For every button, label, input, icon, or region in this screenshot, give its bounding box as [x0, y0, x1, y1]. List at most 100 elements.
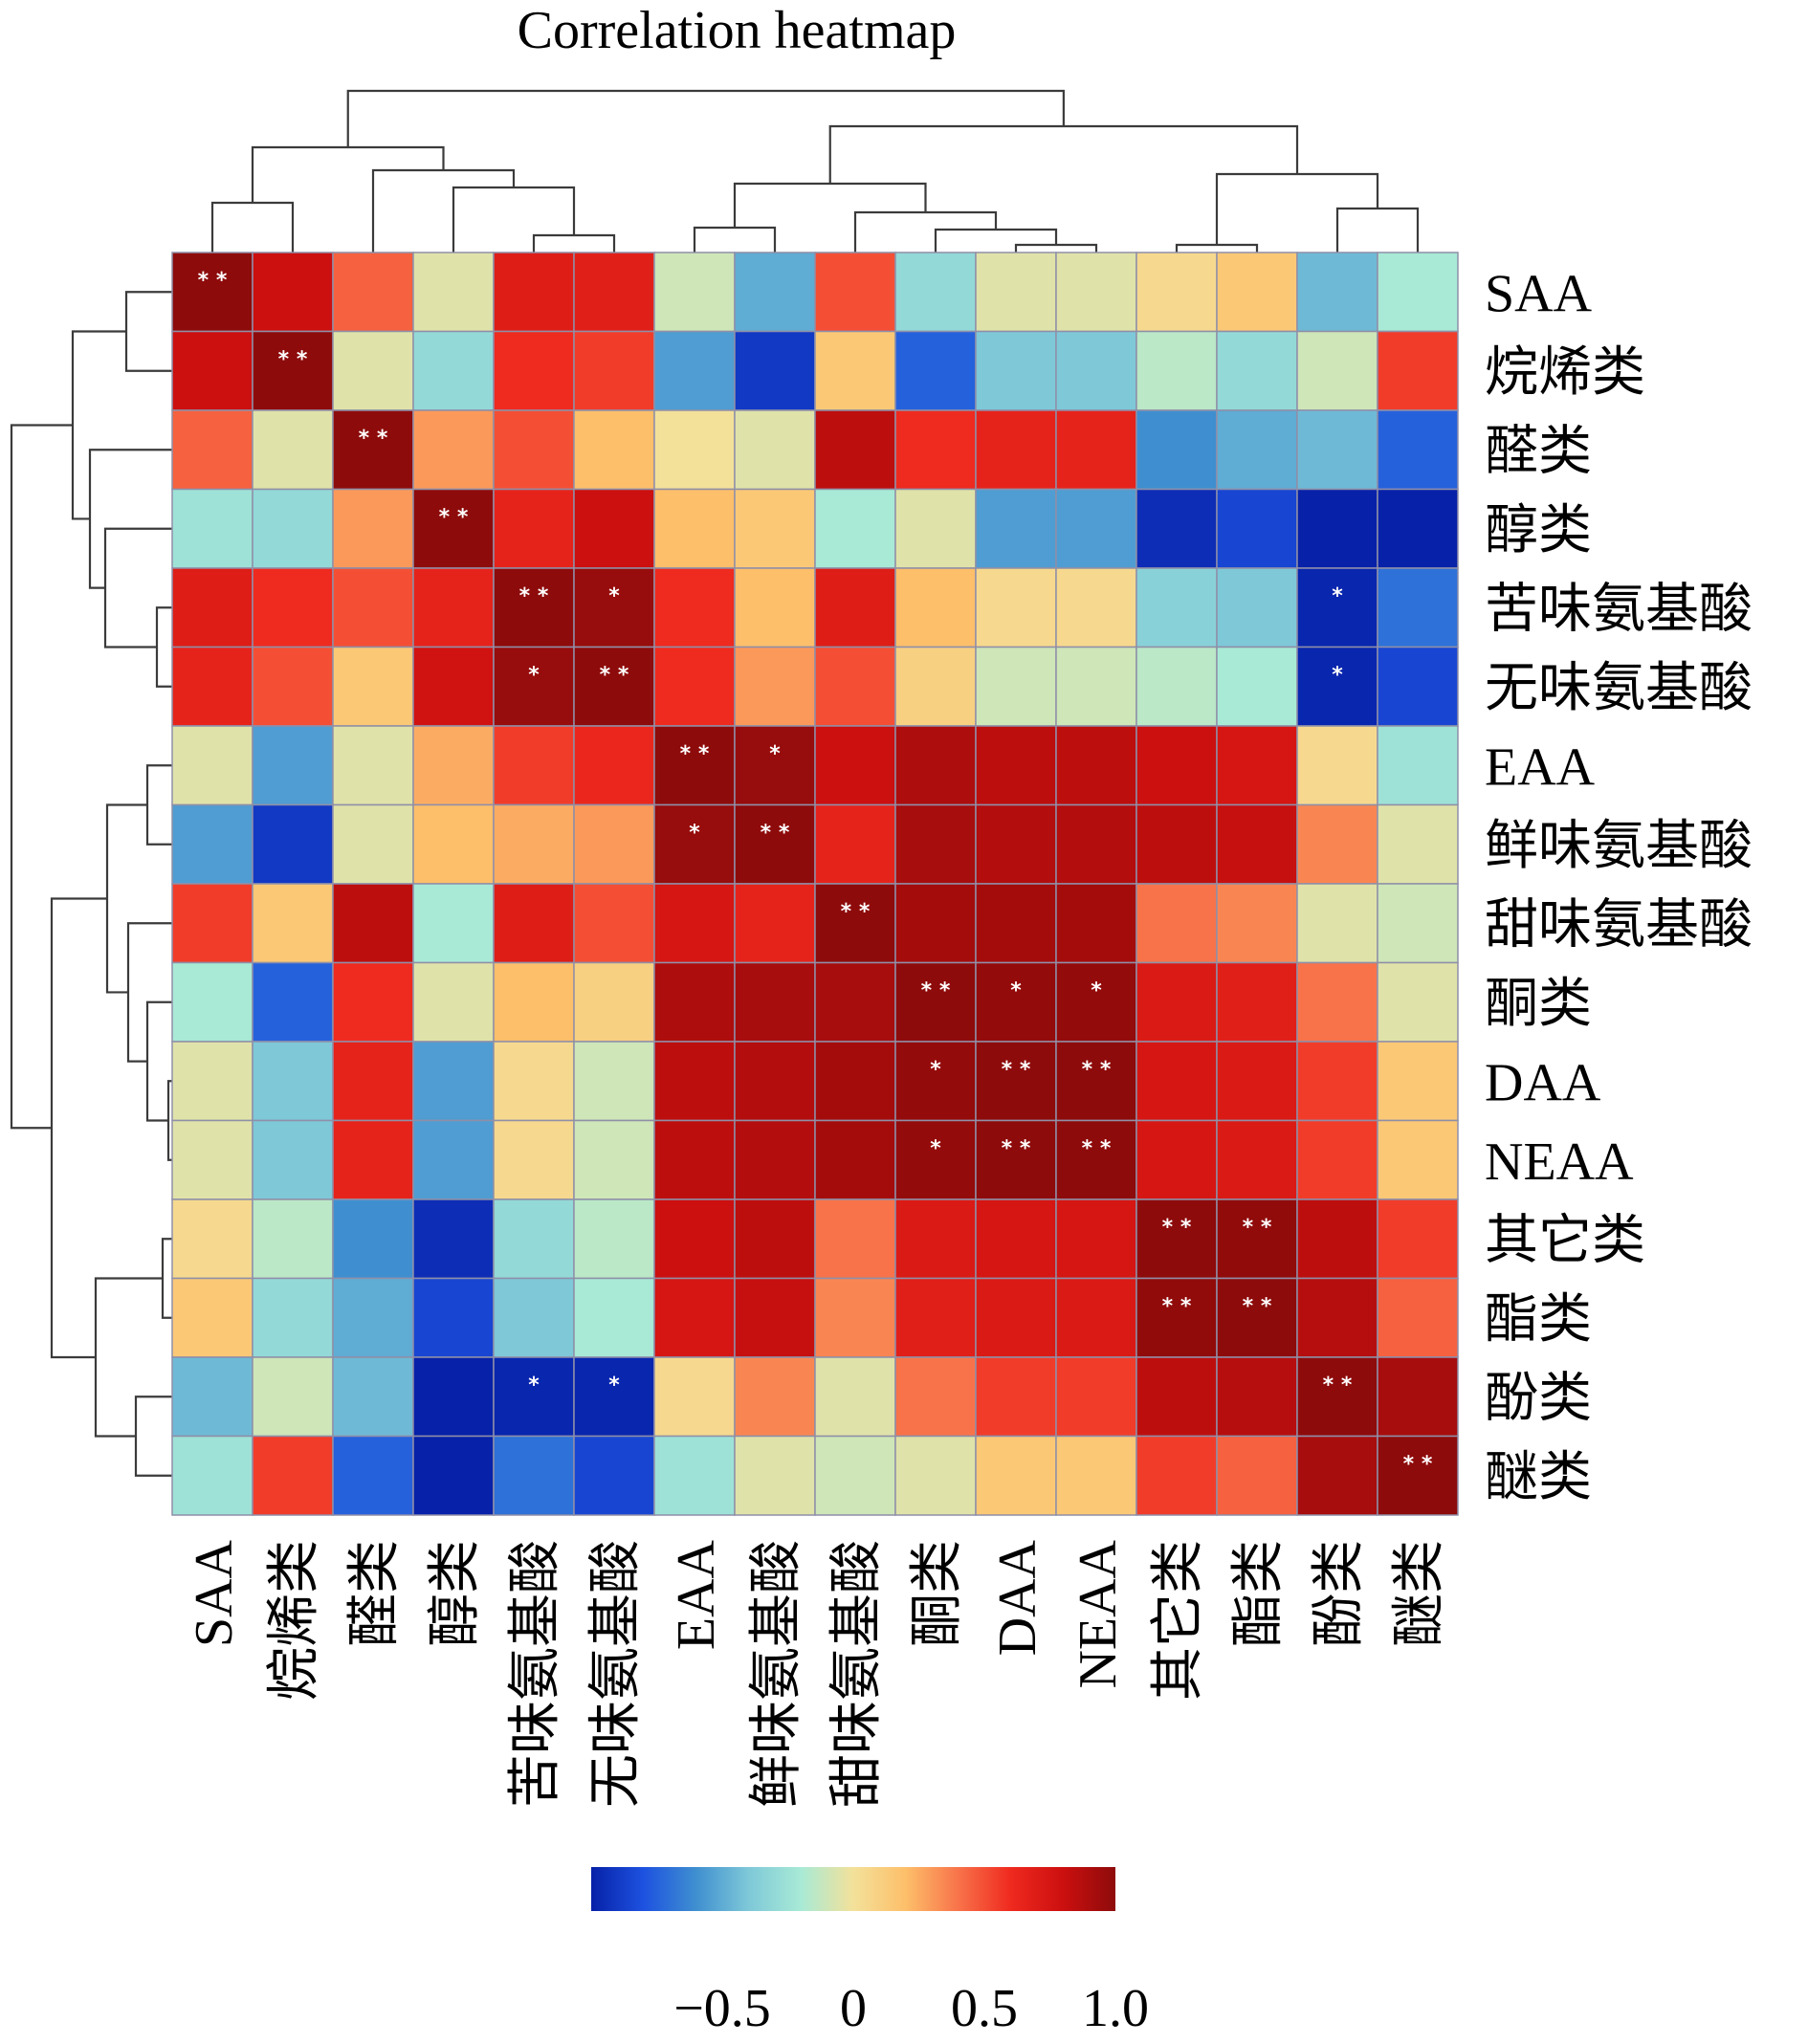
- heatmap-cell: [894, 803, 977, 885]
- heatmap-cell: [1377, 330, 1459, 411]
- heatmap-cell: [412, 883, 495, 964]
- heatmap-cell: [493, 1119, 575, 1200]
- heatmap-cell: [734, 330, 816, 411]
- heatmap-cell: [412, 1356, 495, 1438]
- dendrogram-link: [371, 168, 516, 253]
- heatmap-cell: [975, 1198, 1057, 1280]
- heatmap-cell: [412, 567, 495, 648]
- heatmap-cell: [1055, 409, 1137, 491]
- heatmap-cell: [1136, 1198, 1218, 1280]
- dendrogram-link: [693, 226, 777, 253]
- significance-mark: * *: [1002, 1058, 1031, 1082]
- row-label: 甜味氨基酸: [1485, 895, 1753, 955]
- heatmap-cell: [573, 1356, 655, 1438]
- heatmap-cell: [814, 488, 896, 569]
- heatmap-cell: [1377, 1277, 1459, 1358]
- column-label: EAA: [667, 1539, 726, 1650]
- heatmap-cell: [1136, 803, 1218, 885]
- significance-mark: * *: [1162, 1295, 1192, 1319]
- heatmap-cell: [332, 961, 414, 1043]
- heatmap-cell: [252, 1356, 334, 1438]
- heatmap-cell: [493, 961, 575, 1043]
- heatmap-cell: [252, 252, 334, 333]
- heatmap-cell: [332, 1356, 414, 1438]
- heatmap-cell: [975, 725, 1057, 806]
- heatmap-cell: [1055, 1435, 1137, 1516]
- significance-mark: * *: [1323, 1374, 1353, 1397]
- heatmap-cell: [412, 1041, 495, 1122]
- heatmap-cell: [975, 646, 1057, 727]
- heatmap-cell: [171, 1041, 254, 1122]
- heatmap-cell: [171, 409, 254, 491]
- column-label: 醚类: [1390, 1540, 1449, 1647]
- heatmap-cell: [734, 1198, 816, 1280]
- heatmap-cell: [734, 1435, 816, 1516]
- heatmap-cell: [1055, 961, 1137, 1043]
- heatmap-cell: [171, 1119, 254, 1200]
- heatmap-cell: [573, 488, 655, 569]
- heatmap-cell: [412, 803, 495, 885]
- dendrogram-link: [733, 182, 927, 228]
- heatmap-cell: [171, 567, 254, 648]
- significance-mark: * *: [761, 822, 790, 846]
- heatmap-cell: [894, 1356, 977, 1438]
- dendrogram-link: [853, 210, 998, 253]
- heatmap-cell: [1377, 883, 1459, 964]
- heatmap-cell: [1055, 1356, 1137, 1438]
- heatmap-cell: [1216, 1277, 1298, 1358]
- heatmap-cell: [814, 330, 896, 411]
- heatmap-cell: [252, 1119, 334, 1200]
- heatmap-cell: [171, 961, 254, 1043]
- heatmap-cell: [1296, 1119, 1378, 1200]
- heatmap-cell: [1216, 567, 1298, 648]
- heatmap-cell: [1055, 883, 1137, 964]
- column-label: 醇类: [426, 1540, 485, 1647]
- heatmap-cell: [894, 961, 977, 1043]
- row-label: 醇类: [1485, 501, 1592, 560]
- heatmap-cell: [975, 961, 1057, 1043]
- heatmap-cell: [1055, 252, 1137, 333]
- heatmap-cell: [332, 488, 414, 569]
- heatmap-cell: [493, 883, 575, 964]
- significance-mark: *: [1010, 979, 1022, 1003]
- heatmap-cell: [493, 1198, 575, 1280]
- heatmap-cell: [975, 252, 1057, 333]
- colorbar-tick-label: 0.5: [951, 1979, 1018, 2038]
- heatmap-cell: [1136, 725, 1218, 806]
- heatmap-cell: [653, 252, 736, 333]
- heatmap-cell: [332, 1277, 414, 1358]
- heatmap-cell: [493, 1435, 575, 1516]
- heatmap-cell: [734, 252, 816, 333]
- column-label: 无味氨基酸: [586, 1540, 646, 1808]
- heatmap-cell: [653, 961, 736, 1043]
- heatmap-cell: [171, 330, 254, 411]
- heatmap-cell: [653, 409, 736, 491]
- heatmap-cell: [975, 409, 1057, 491]
- heatmap-cell: [1216, 725, 1298, 806]
- heatmap-cell: [493, 1041, 575, 1122]
- heatmap-cell: [412, 1435, 495, 1516]
- heatmap-cell: [1377, 1356, 1459, 1438]
- colorbar-tick-label: 1.0: [1082, 1979, 1149, 2038]
- heatmap-cell: [252, 567, 334, 648]
- heatmap-cell: [1055, 1041, 1137, 1122]
- significance-mark: * *: [1082, 1137, 1112, 1161]
- heatmap-cell: [332, 725, 414, 806]
- heatmap-cell: [1296, 646, 1378, 727]
- heatmap-cell: [1296, 488, 1378, 569]
- heatmap-cell: [1136, 488, 1218, 569]
- heatmap-cell: [332, 1198, 414, 1280]
- row-label: 苦味氨基酸: [1485, 580, 1753, 639]
- heatmap-cell: [332, 1119, 414, 1200]
- significance-mark: *: [930, 1137, 941, 1161]
- heatmap-cell: [252, 646, 334, 727]
- heatmap-cell: [653, 1119, 736, 1200]
- heatmap-cell: [814, 1119, 896, 1200]
- heatmap-cell: [1377, 1198, 1459, 1280]
- heatmap-cell: [493, 330, 575, 411]
- column-label: DAA: [988, 1539, 1047, 1656]
- heatmap-cell: [975, 567, 1057, 648]
- heatmap-cell: [252, 1041, 334, 1122]
- significance-mark: * *: [1243, 1295, 1272, 1319]
